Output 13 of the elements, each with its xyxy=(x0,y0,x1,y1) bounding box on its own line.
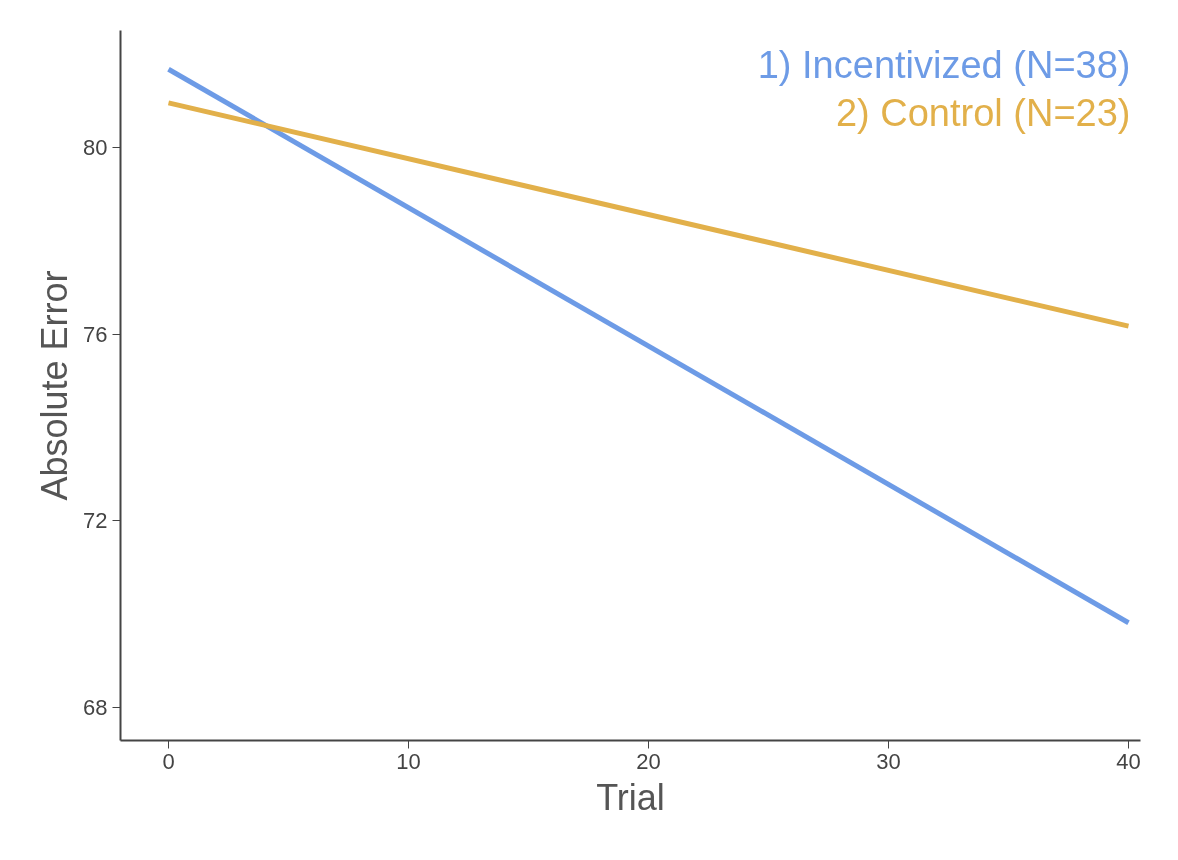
x-axis-title: Trial xyxy=(596,776,665,818)
x-tick-label: 30 xyxy=(876,748,901,774)
x-tick-label: 10 xyxy=(396,748,421,774)
text: 2) Control (N=23) xyxy=(835,91,1131,134)
text: 1) Incentivized (N=38) xyxy=(757,43,1131,86)
y-tick-label: 68 xyxy=(83,695,108,721)
y-tick-label: 80 xyxy=(83,134,108,160)
y-tick-label: 72 xyxy=(83,508,108,534)
x-tick-label: 20 xyxy=(636,748,661,774)
x-tick-label: 40 xyxy=(1116,748,1141,774)
y-axis-title: Absolute Error xyxy=(34,270,76,501)
x-tick-label: 0 xyxy=(162,748,175,774)
y-tick-label: 76 xyxy=(83,321,108,347)
